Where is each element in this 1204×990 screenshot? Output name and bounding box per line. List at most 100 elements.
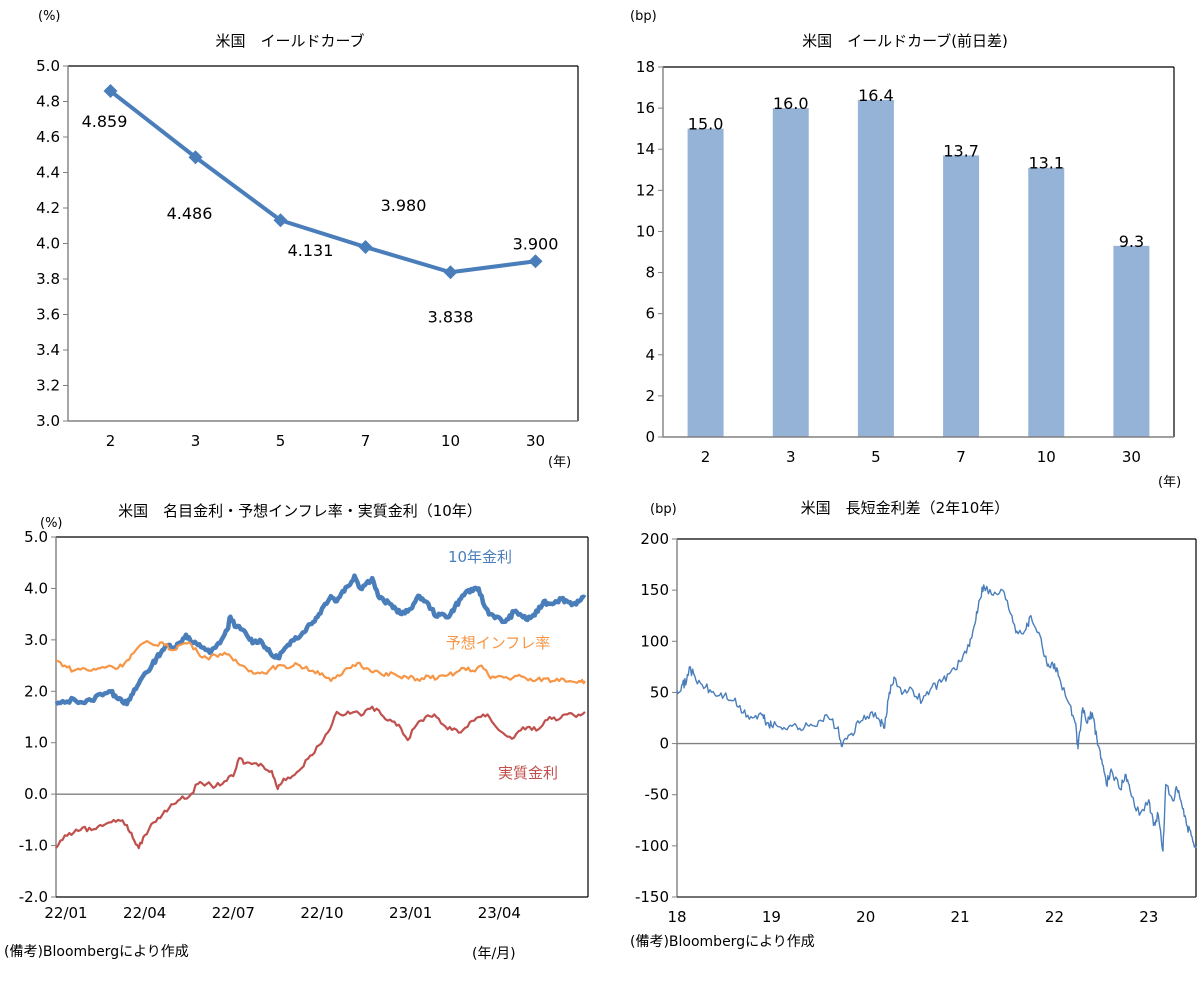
y-tick-label: 10 (636, 222, 655, 240)
data-label: 3.838 (428, 307, 474, 326)
rates-y-unit: (%) (40, 516, 63, 531)
yield-curve-chart: (%) 米国 イールドカーブ (年) 3.0 3.2 3.4 3.6 3.8 4.0 4.2… (36, 9, 579, 470)
y-tick-label: 0 (659, 735, 669, 753)
x-tick-label: 3 (786, 448, 796, 466)
y-tick-label: 3.0 (36, 412, 60, 430)
rates-x-unit: (年/月) (472, 946, 516, 962)
data-point-marker (443, 265, 458, 280)
bar (857, 99, 894, 437)
y-tick-label: 0.0 (24, 785, 48, 803)
x-tick-label: 22/10 (300, 904, 343, 922)
spread-chart: (bp) 米国 長短金利差（2年10年） (備考)Bloombergにより作成 … (630, 499, 1197, 950)
y-tick-label: 3.0 (24, 631, 48, 649)
y-tick-label: 4.4 (36, 164, 60, 182)
spread-source-note: (備考)Bloombergにより作成 (630, 934, 815, 950)
bar-value-label: 13.7 (943, 141, 979, 160)
x-tick-label: 22 (1045, 908, 1064, 926)
series-line-1 (55, 639, 586, 685)
data-label: 3.900 (513, 234, 559, 253)
data-point-marker (358, 240, 373, 255)
data-point-marker (528, 254, 543, 269)
y-tick-label: 8 (645, 264, 655, 282)
x-tick-label: 2 (106, 432, 116, 450)
y-tick-label: -2.0 (19, 888, 48, 906)
y-tick-label: 5.0 (24, 528, 48, 546)
series-label-inflation: 予想インフレ率 (446, 634, 551, 652)
y-tick-label: 16 (636, 99, 655, 117)
y-tick-label: 3.8 (36, 270, 60, 288)
nominal-inflation-real-chart: (%) 米国 名目金利・予想インフレ率・実質金利（10年） (備考)Bloomb… (4, 502, 589, 962)
data-label: 4.486 (167, 204, 213, 223)
x-tick-label: 30 (1122, 448, 1141, 466)
bar (772, 108, 809, 437)
data-label: 4.859 (82, 112, 128, 131)
bar-value-label: 16.4 (858, 86, 894, 105)
x-tick-label: 21 (951, 908, 970, 926)
y-tick-label: 2 (645, 387, 655, 405)
x-tick-label: 19 (762, 908, 781, 926)
y-tick-label: -50 (645, 786, 670, 804)
x-tick-label: 23/01 (389, 904, 432, 922)
y-tick-label: -150 (635, 888, 669, 906)
x-tick-label: 18 (667, 908, 686, 926)
y-tick-label: 50 (650, 683, 669, 701)
y-tick-label: -1.0 (19, 837, 48, 855)
y-tick-label: 6 (645, 305, 655, 323)
y-tick-label: 150 (640, 581, 669, 599)
y-tick-label: 3.6 (36, 306, 60, 324)
spread-y-unit: (bp) (650, 502, 677, 517)
y-tick-label: 3.2 (36, 377, 60, 395)
y-tick-label: -100 (635, 837, 669, 855)
x-tick-label: 20 (856, 908, 875, 926)
y-tick-label: 4.0 (36, 235, 60, 253)
spread-line (676, 584, 1197, 852)
y-tick-label: 0 (645, 428, 655, 446)
y-tick-label: 4 (645, 346, 655, 364)
series-label-real: 実質金利 (498, 764, 558, 782)
y-tick-label: 5.0 (36, 57, 60, 75)
x-tick-label: 5 (871, 448, 881, 466)
y-tick-label: 2.0 (24, 682, 48, 700)
y-tick-label: 4.2 (36, 199, 60, 217)
spread-title: 米国 長短金利差（2年10年） (801, 499, 1010, 517)
y-tick-label: 12 (636, 181, 655, 199)
y-tick-label: 200 (640, 530, 669, 548)
x-tick-label: 10 (1037, 448, 1056, 466)
data-label: 3.980 (381, 196, 427, 215)
yield-curve-x-unit: (年) (548, 455, 571, 470)
data-point-marker (273, 213, 288, 228)
x-tick-label: 7 (956, 448, 966, 466)
x-tick-label: 30 (526, 432, 545, 450)
y-tick-label: 4.6 (36, 128, 60, 146)
bar (1028, 167, 1065, 437)
x-tick-label: 10 (441, 432, 460, 450)
y-tick-label: 100 (640, 632, 669, 650)
x-tick-label: 7 (361, 432, 371, 450)
x-tick-label: 22/01 (44, 904, 87, 922)
y-tick-label: 4.8 (36, 93, 60, 111)
x-tick-label: 22/04 (123, 904, 166, 922)
series-line-0 (54, 573, 587, 707)
series-line-2 (55, 705, 586, 850)
bar-value-label: 9.3 (1119, 232, 1144, 251)
yield-curve-y-unit: (%) (38, 9, 61, 24)
x-tick-label: 22/07 (212, 904, 255, 922)
yield-curve-change-chart: (bp) 米国 イールドカーブ(前日差) (年) 0 2 4 6 8 10 12 14 16 18… (630, 9, 1181, 490)
bar (687, 128, 724, 437)
y-tick-label: 1.0 (24, 734, 48, 752)
bar (943, 155, 980, 437)
yield-change-x-unit: (年) (1158, 475, 1181, 490)
bar-value-label: 16.0 (773, 94, 809, 113)
rates-source-note: (備考)Bloombergにより作成 (4, 944, 189, 960)
bar-value-label: 15.0 (688, 115, 724, 134)
data-point-marker (103, 84, 118, 99)
yield-change-y-unit: (bp) (630, 9, 657, 24)
yield-curve-line (109, 89, 536, 275)
rates-title: 米国 名目金利・予想インフレ率・実質金利（10年） (118, 502, 482, 520)
y-tick-label: 4.0 (24, 579, 48, 597)
y-tick-label: 14 (636, 140, 655, 158)
y-tick-label: 18 (636, 58, 655, 76)
data-label: 4.131 (288, 241, 334, 260)
data-point-marker (188, 150, 203, 165)
